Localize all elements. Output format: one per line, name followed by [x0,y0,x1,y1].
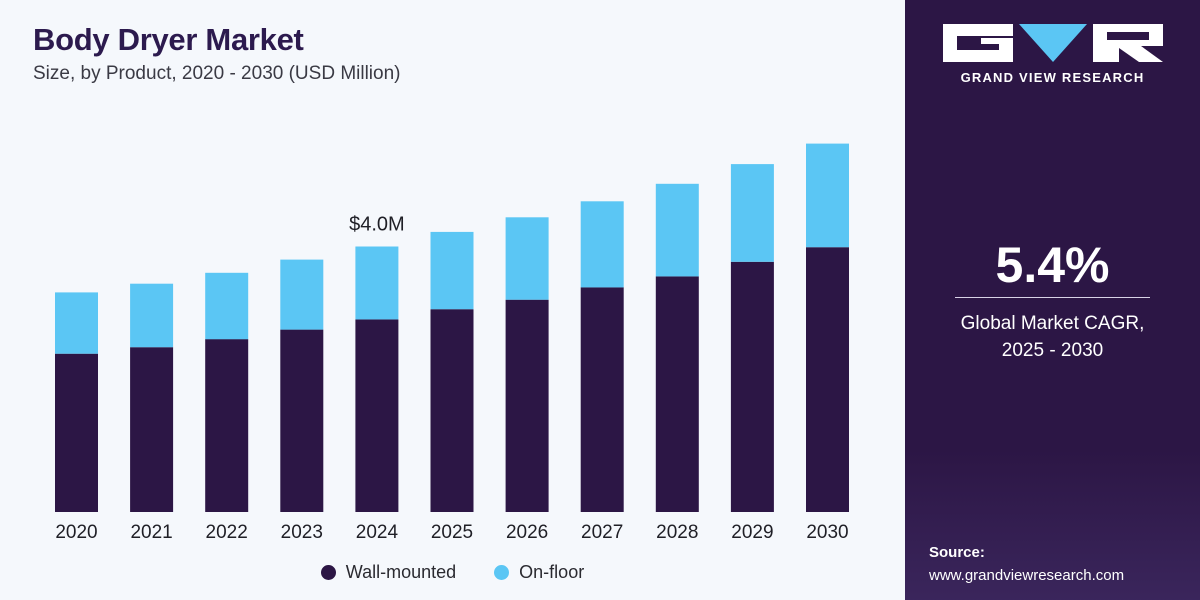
data-label-2024: $4.0M [349,214,405,236]
x-tick-label-2022: 2022 [206,522,248,543]
bar-wall-mounted-2026 [505,299,549,512]
cagr-label: Global Market CAGR, 2025 - 2030 [905,310,1200,364]
x-tick-label-2027: 2027 [581,522,623,543]
source-link[interactable]: www.grandviewresearch.com [929,567,1125,584]
cagr-label-line1: Global Market CAGR, [960,313,1145,334]
bar-on-floor-2024 [355,246,399,320]
x-tick-label-2020: 2020 [55,522,97,543]
bar-wall-mounted-2027 [580,287,624,512]
x-tick-label-2028: 2028 [656,522,698,543]
bar-on-floor-2030 [806,143,849,248]
x-tick-label-2021: 2021 [130,522,172,543]
legend-swatch-wall-mounted [320,565,336,580]
x-tick-label-2025: 2025 [431,522,473,543]
bar-wall-mounted-2029 [730,261,774,512]
x-tick-label-2023: 2023 [281,522,323,543]
bar-wall-mounted-2028 [655,276,699,512]
x-tick-label-2029: 2029 [731,522,773,543]
x-tick-label-2026: 2026 [506,522,548,543]
chart-panel: Body Dryer Market Size, by Product, 2020… [0,22,905,583]
chart-title: Body Dryer Market [33,22,304,57]
cagr-value: 5.4% [995,237,1110,293]
chart-subtitle: Size, by Product, 2020 - 2030 (USD Milli… [33,63,401,84]
bar-wall-mounted-2030 [806,247,849,512]
bar-on-floor-2023 [280,259,324,330]
bars-layer [55,143,849,512]
bar-on-floor-2021 [130,283,174,348]
brand-name: GRAND VIEW RESEARCH [960,70,1145,85]
legend-label-wall-mounted: Wall-mounted [345,562,457,582]
legend-item-on-floor: On-floor [494,562,584,583]
summary-sidebar: GRAND VIEW RESEARCH 5.4% Global Market C… [905,0,1200,600]
bar-on-floor-2022 [205,272,249,340]
x-tick-label-2024: 2024 [356,522,399,543]
legend-label-on-floor: On-floor [519,562,585,582]
source-label: Source: [929,544,985,561]
legend-item-wall-mounted: Wall-mounted [320,562,457,583]
bar-chart: 2020 2021 2022 2023 2024 2025 2026 2027 2028 2029… [55,143,849,544]
bar-on-floor-2027 [580,201,624,288]
bar-wall-mounted-2024 [355,319,399,512]
cagr-label-line2: 2025 - 2030 [1001,340,1104,361]
x-tick-label-2030: 2030 [806,522,848,543]
bar-on-floor-2026 [505,217,549,300]
bar-wall-mounted-2025 [430,309,474,512]
bar-on-floor-2020 [55,292,98,354]
bar-wall-mounted-2022 [205,339,249,512]
bar-wall-mounted-2020 [55,353,98,512]
bar-on-floor-2029 [730,164,774,262]
bar-on-floor-2028 [655,183,699,277]
labels-layer: 2020 2021 2022 2023 2024 2025 2026 2027 2028 2029… [55,214,848,544]
bar-wall-mounted-2023 [280,329,324,512]
legend-swatch-on-floor [494,565,510,580]
bar-wall-mounted-2021 [130,347,174,512]
gvr-logo-icon [943,24,1163,62]
chart-legend: Wall-mounted On-floor [0,562,905,583]
cagr-divider [955,297,1150,298]
sidebar-gradient [905,450,1200,600]
bar-on-floor-2025 [430,231,474,310]
